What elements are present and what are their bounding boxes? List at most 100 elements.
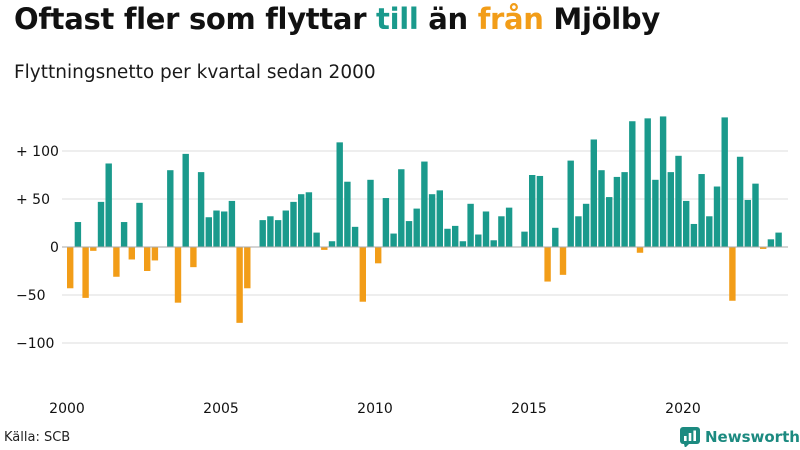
- y-tick-label: −50: [16, 288, 46, 304]
- bar: [505, 207, 513, 247]
- bar: [721, 117, 728, 248]
- bar: [128, 247, 135, 260]
- bar: [120, 222, 128, 247]
- bar: [228, 200, 236, 247]
- bar: [359, 247, 366, 302]
- bar: [74, 222, 82, 247]
- bar: [544, 247, 551, 282]
- bar: [490, 240, 497, 247]
- bar: [351, 226, 359, 247]
- bar: [482, 211, 490, 247]
- bar: [305, 192, 313, 247]
- y-tick-label: −100: [16, 336, 54, 352]
- bar: [521, 231, 528, 247]
- bar: [675, 155, 682, 247]
- x-tick-label: 2005: [203, 401, 239, 417]
- chart-subtitle: Flyttningsnetto per kvartal sedan 2000: [14, 62, 376, 83]
- bar: [421, 161, 428, 247]
- bar: [498, 216, 505, 247]
- bar: [190, 247, 197, 268]
- bar: [367, 179, 374, 247]
- bar: [328, 241, 336, 247]
- bar: [444, 228, 451, 247]
- bar: [459, 241, 467, 247]
- bar: [90, 247, 97, 251]
- bar: [336, 142, 343, 247]
- bar: [405, 221, 413, 247]
- bar: [475, 234, 482, 247]
- bar: [736, 156, 744, 247]
- bar: [529, 175, 536, 247]
- bar: [775, 232, 782, 247]
- bar: [313, 232, 320, 247]
- bar: [606, 197, 613, 247]
- bar: [536, 175, 544, 247]
- y-tick-label: 0: [50, 240, 59, 256]
- title-highlight-till: till: [376, 2, 419, 36]
- source-note: Källa: SCB: [4, 430, 71, 445]
- bar: [113, 247, 120, 277]
- bar: [197, 172, 205, 247]
- bar: [729, 247, 736, 301]
- title-part: Oftast fler som flyttar: [14, 2, 376, 36]
- y-tick-label: + 100: [16, 144, 59, 160]
- bar: [290, 201, 297, 247]
- bar: [552, 227, 559, 247]
- bar: [182, 153, 189, 247]
- bar: [105, 163, 112, 247]
- bar: [136, 202, 143, 247]
- brand-logo[interactable]: Newsworthy: [680, 426, 800, 448]
- bar: [428, 194, 436, 247]
- x-tick-label: 2000: [49, 401, 85, 417]
- title-highlight-fran: från: [477, 2, 544, 36]
- bar: [698, 174, 705, 247]
- bar: [174, 247, 182, 303]
- bar: [713, 186, 721, 247]
- bar: [67, 247, 74, 289]
- bar: [344, 181, 351, 247]
- bar: [97, 201, 105, 247]
- newsworthy-logo-icon: [680, 427, 700, 447]
- bar: [667, 172, 674, 247]
- bar: [621, 172, 628, 247]
- bar: [321, 247, 328, 250]
- bar: [744, 199, 751, 247]
- bar: [213, 210, 220, 247]
- bar: [659, 116, 667, 247]
- title-part: Mjölby: [543, 2, 660, 36]
- bar: [375, 247, 382, 264]
- bar: [205, 217, 212, 247]
- bar: [652, 179, 659, 247]
- y-tick-label: + 50: [16, 192, 50, 208]
- bar: [167, 170, 174, 247]
- chart-title: Oftast fler som flyttar till än från Mjö…: [14, 2, 660, 36]
- bar: [144, 247, 151, 271]
- brand-name: Newsworthy: [705, 428, 800, 446]
- bar: [629, 121, 636, 247]
- bar: [244, 247, 251, 289]
- bar: [767, 239, 775, 247]
- bar: [598, 170, 605, 247]
- bar: [683, 200, 690, 247]
- bar: [390, 233, 397, 247]
- x-tick-label: 2015: [511, 401, 547, 417]
- bar: [760, 247, 767, 249]
- bar: [636, 247, 644, 253]
- bar: [298, 194, 305, 247]
- bar: [582, 203, 590, 247]
- bar: [575, 216, 582, 247]
- bar: [752, 183, 759, 247]
- bar: [382, 198, 390, 247]
- bar: [590, 139, 597, 247]
- bar: [413, 208, 420, 247]
- bar: [706, 216, 713, 247]
- bar: [567, 160, 574, 247]
- bar: [613, 176, 621, 247]
- bar: [398, 169, 405, 247]
- bar: [467, 203, 474, 247]
- bar: [559, 247, 567, 275]
- bar: [436, 190, 443, 247]
- bar: [259, 220, 266, 247]
- bar: [267, 216, 274, 247]
